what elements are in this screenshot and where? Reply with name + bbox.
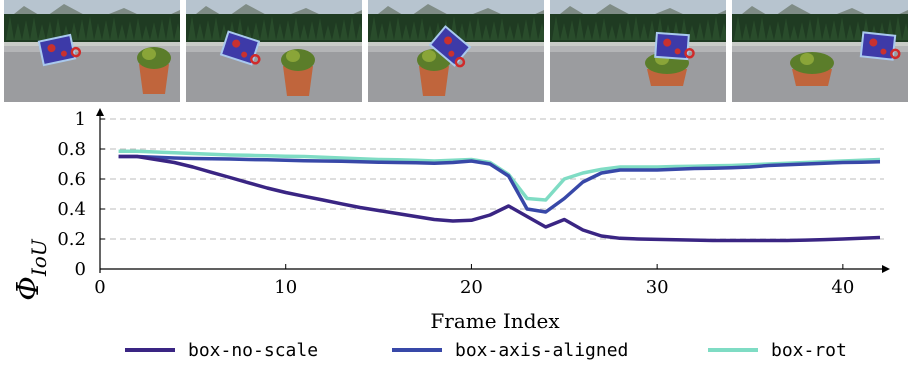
video-frame-2 [186, 0, 362, 102]
x-axis-label: Frame Index [430, 309, 560, 333]
legend-label-box-axis-aligned: box-axis-aligned [455, 340, 628, 361]
video-frame-5 [732, 0, 908, 102]
x-tick-label: 10 [274, 277, 297, 298]
video-frame-3 [368, 0, 544, 102]
line-chart: 0 10 20 30 40 0 0.2 0.4 0.6 0.8 1 Frame Index ΦIoU… [11, 108, 890, 361]
x-axis-arrowhead [882, 265, 890, 273]
y-tick-label: 0.2 [57, 229, 86, 250]
video-frame-4 [550, 0, 726, 102]
y-tick-label: 0.8 [57, 139, 86, 160]
y-tick-label: 0.4 [57, 199, 86, 220]
frame-scene [732, 0, 908, 102]
y-tick-label: 0.6 [57, 169, 86, 190]
ticks: 0 10 20 30 40 0 0.2 0.4 0.6 0.8 1 [57, 109, 854, 298]
y-axis-arrowhead [96, 108, 104, 116]
y-axis-label-sub: IoU [27, 238, 51, 277]
video-frame-1 [4, 0, 180, 102]
y-tick-label: 0 [75, 259, 86, 280]
frame-strip [0, 0, 909, 102]
x-tick-label: 20 [460, 277, 483, 298]
series-lines [118, 149, 881, 243]
frame-scene [4, 0, 180, 102]
legend-label-box-no-scale: box-no-scale [188, 340, 318, 361]
series-line-box-no-scale [118, 154, 881, 243]
frame-scene [368, 0, 544, 102]
y-tick-label: 1 [75, 109, 86, 130]
legend-label-box-rot: box-rot [771, 340, 847, 361]
series-line-box-axis-aligned [118, 154, 881, 214]
y-axis-label: ΦIoU [11, 238, 51, 301]
frame-scene [186, 0, 362, 102]
x-tick-label: 40 [831, 277, 854, 298]
x-tick-label: 30 [646, 277, 669, 298]
frame-scene [550, 0, 726, 102]
axes [96, 108, 890, 273]
y-axis-label-main: Φ [11, 276, 46, 301]
legend: box-no-scale box-axis-aligned box-rot [125, 340, 847, 361]
grid-lines [100, 118, 884, 240]
x-tick-label: 0 [94, 277, 105, 298]
